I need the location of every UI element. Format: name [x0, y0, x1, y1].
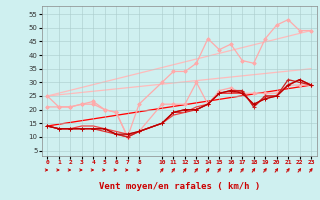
X-axis label: Vent moyen/en rafales ( km/h ): Vent moyen/en rafales ( km/h ) — [99, 182, 260, 191]
